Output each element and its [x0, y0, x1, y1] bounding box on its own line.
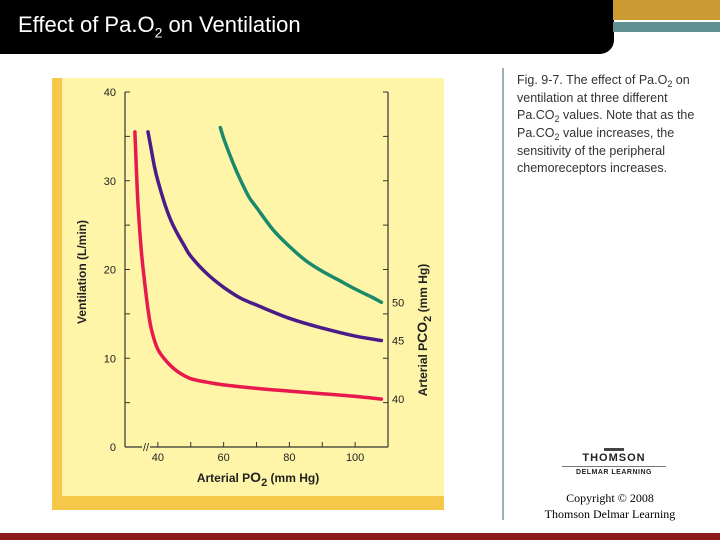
caption-part-1: Fig. 9-7. The effect of Pa.O [517, 73, 668, 87]
logo-mark [604, 448, 624, 451]
figure-caption: Fig. 9-7. The effect of Pa.O2 on ventila… [517, 72, 707, 177]
x-tick-label: 60 [218, 452, 230, 464]
y-ticks: 0 10 20 30 40 [104, 87, 388, 454]
right-title-suffix: (mm Hg) [416, 264, 430, 316]
copyright-notice: Copyright © 2008 Thomson Delmar Learning [530, 490, 690, 522]
x-title-prefix: Arterial P [197, 471, 250, 485]
copyright-line-2: Thomson Delmar Learning [544, 507, 676, 521]
caption-sub-3: 2 [554, 132, 560, 142]
chart-axes: // [124, 92, 389, 454]
copyright-line-1: Copyright © 2008 [566, 491, 654, 505]
slide-title: Effect of Pa.O2 on Ventilation [18, 12, 301, 40]
series-label-pco2-45: 45 [392, 336, 404, 348]
x-tick-label: 100 [346, 452, 364, 464]
y-tick-label: 10 [104, 353, 116, 365]
bottom-bar [0, 533, 720, 540]
x-title-main: O [250, 469, 261, 485]
y-tick-label: 0 [110, 442, 116, 454]
caption-part-3: values. Note that as the Pa.CO [517, 108, 695, 140]
caption-sub-2: 2 [554, 114, 560, 124]
logo-sub-text: DELMAR LEARNING [576, 469, 652, 476]
x-axis-title: Arterial PO2 (mm Hg) [197, 469, 319, 489]
title-bar: Effect of Pa.O2 on Ventilation [0, 0, 614, 54]
y-tick-label: 30 [104, 176, 116, 188]
chart-curves [133, 125, 384, 401]
x-tick-label: 80 [283, 452, 295, 464]
header-bar: Effect of Pa.O2 on Ventilation [0, 0, 720, 56]
series-line-pco2-45 [146, 130, 384, 343]
title-subscript: 2 [154, 24, 163, 41]
title-text-before: Effect of Pa.O [18, 12, 155, 37]
caption-part-2: on ventilation at three different Pa.CO [517, 73, 690, 122]
right-title-prefix: Arterial P [416, 343, 430, 396]
series-label-pco2-40: 40 [392, 394, 404, 406]
right-title-sub: 2 [422, 316, 434, 322]
x-ticks: 40 60 80 100 [152, 442, 364, 464]
accent-stripe-gold [613, 0, 720, 20]
logo-main-text: THOMSON [582, 452, 646, 464]
y-tick-label: 40 [104, 87, 116, 99]
right-axis-title: Arterial PCO2 (mm Hg) [414, 264, 434, 396]
caption-sub-1: 2 [667, 79, 673, 89]
x-tick-label: 40 [152, 452, 164, 464]
series-line-pco2-40 [133, 130, 384, 401]
accent-stripe-teal [613, 22, 720, 32]
right-title-main: CO [414, 322, 430, 343]
y-tick-label: 20 [104, 265, 116, 277]
curve-labels: 40 45 50 [392, 297, 404, 406]
y-axis-title: Ventilation (L/min) [75, 220, 89, 324]
logo-rule [562, 466, 666, 467]
publisher-logo: THOMSON DELMAR LEARNING [560, 448, 668, 482]
x-title-sub: 2 [261, 477, 267, 489]
caption-part-4: value increases, the sensitivity of the … [517, 126, 675, 175]
plot-background [62, 78, 444, 496]
column-divider [502, 68, 504, 520]
series-line-pco2-50 [218, 125, 384, 305]
title-text-after: on Ventilation [162, 12, 301, 37]
series-label-pco2-50: 50 [392, 297, 404, 309]
x-title-suffix: (mm Hg) [267, 471, 319, 485]
x-axis-break: // [143, 442, 150, 454]
